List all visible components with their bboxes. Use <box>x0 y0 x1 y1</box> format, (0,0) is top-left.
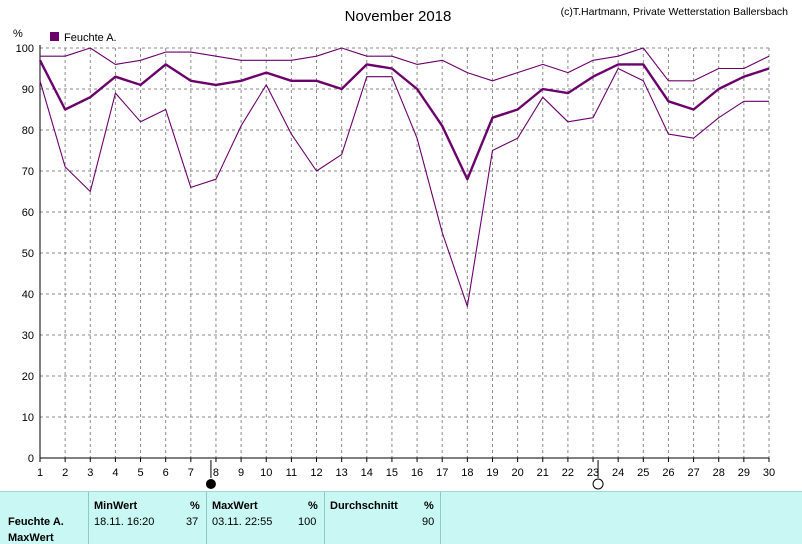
y-tick-label: 70 <box>22 166 34 178</box>
y-tick-label: 40 <box>22 289 34 301</box>
y-tick-label: 80 <box>22 125 34 137</box>
x-tick-label: 11 <box>286 467 297 479</box>
y-tick-label: 30 <box>22 330 34 342</box>
x-tick-label: 25 <box>637 467 649 479</box>
min-header: MinWert <box>94 500 138 512</box>
x-tick-label: 10 <box>260 467 272 479</box>
series-lines <box>38 47 770 307</box>
max-time: 03.11. 22:55 <box>212 516 273 528</box>
x-tick-label: 30 <box>763 467 775 479</box>
stats-row-label-2: MaxWert <box>8 532 54 544</box>
y-tick-label: 10 <box>22 412 34 424</box>
full-moon-icon <box>592 478 604 490</box>
x-tick-label: 19 <box>486 467 498 479</box>
x-tick-label: 15 <box>386 467 398 479</box>
grid <box>40 47 770 458</box>
legend-label: Feuchte A. <box>64 32 117 44</box>
x-tick-label: 2 <box>62 467 68 479</box>
x-tick-label: 20 <box>511 467 523 479</box>
x-tick-label: 23 <box>587 467 599 479</box>
x-tick-label: 6 <box>163 467 169 479</box>
copyright-text: (c)T.Hartmann, Private Wetterstation Bal… <box>561 6 789 18</box>
y-tick-label: 50 <box>22 248 34 260</box>
x-tick-label: 14 <box>361 467 373 479</box>
new-moon-icon <box>205 479 216 489</box>
legend-swatch <box>50 32 59 41</box>
x-tick-label: 21 <box>537 467 549 479</box>
x-tick-label: 29 <box>738 467 750 479</box>
max-value: 100 <box>298 516 317 528</box>
y-tick-labels: 0 10 20 30 40 50 60 70 80 90 100 <box>16 43 34 465</box>
x-tick-labels: 1 2 3 4 5 6 7 8 9 10 11 12 13 14 15 16 17 18 19 20 21 22 23 24 2… <box>37 467 775 479</box>
min-unit: % <box>190 500 200 512</box>
x-tick-label: 26 <box>662 467 674 479</box>
chart-title: November 2018 <box>345 8 452 25</box>
x-tick-label: 28 <box>713 467 725 479</box>
humidity-chart: November 2018 (c)T.Hartmann, Private Wet… <box>13 6 789 490</box>
axes <box>39 45 770 462</box>
x-tick-label: 8 <box>213 467 219 479</box>
avg-value: 90 <box>422 516 435 528</box>
y-tick-label: 60 <box>22 207 34 219</box>
x-tick-label: 22 <box>562 467 574 479</box>
y-tick-label: 20 <box>22 371 34 383</box>
y-tick-label: 90 <box>22 84 34 96</box>
x-tick-label: 9 <box>238 467 244 479</box>
x-tick-label: 3 <box>87 467 93 479</box>
series-line-min <box>39 67 769 307</box>
statistics-panel: Feuchte A. MaxWert MinWert % 18.11. 16:2… <box>0 491 802 544</box>
x-tick-label: 13 <box>336 467 348 479</box>
x-tick-label: 5 <box>137 467 143 479</box>
x-tick-label: 18 <box>461 467 473 479</box>
y-tick-label: 100 <box>16 43 34 55</box>
x-tick-label: 1 <box>37 467 43 479</box>
y-axis-label: % <box>13 28 23 40</box>
avg-unit: % <box>424 500 434 512</box>
x-tick-label: 4 <box>112 467 118 479</box>
x-tick-label: 7 <box>188 467 194 479</box>
moon-phase-markers <box>205 460 604 490</box>
avg-header: Durchschnitt <box>330 500 398 512</box>
min-time: 18.11. 16:20 <box>94 516 155 528</box>
stats-row-label: Feuchte A. <box>8 516 64 528</box>
max-unit: % <box>308 500 318 512</box>
x-tick-label: 16 <box>411 467 423 479</box>
series-line-max <box>40 47 770 82</box>
x-tick-label: 12 <box>310 467 322 479</box>
x-tick-label: 27 <box>687 467 699 479</box>
y-tick-label: 0 <box>28 453 34 465</box>
min-value: 37 <box>186 516 199 528</box>
x-tick-label: 24 <box>612 467 624 479</box>
series-line-average <box>38 59 770 181</box>
max-header: MaxWert <box>212 500 258 512</box>
legend: Feuchte A. <box>50 32 117 44</box>
x-tick-label: 17 <box>436 467 448 479</box>
